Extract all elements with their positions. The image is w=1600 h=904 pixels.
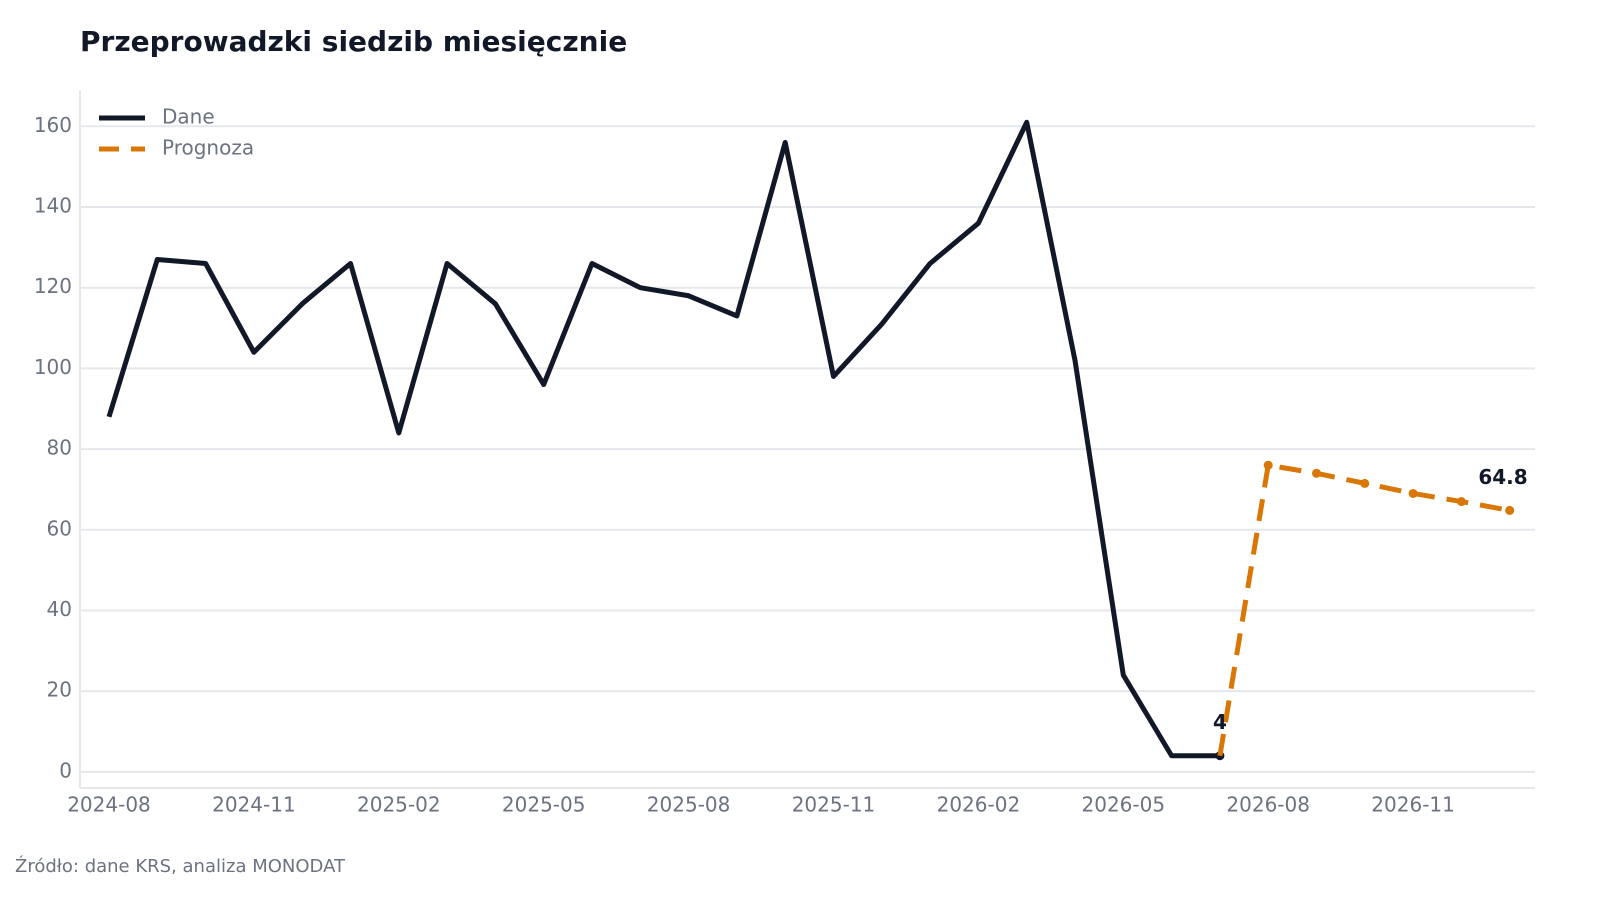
x-tick-label: 2025-05 bbox=[502, 793, 586, 817]
x-tick-label: 2025-08 bbox=[647, 793, 731, 817]
x-tick-label: 2025-02 bbox=[357, 793, 441, 817]
legend-label: Dane bbox=[162, 105, 215, 129]
data-label: 64.8 bbox=[1478, 465, 1527, 489]
x-tick-label: 2024-08 bbox=[67, 793, 151, 817]
point bbox=[1360, 478, 1370, 488]
y-tick-label: 80 bbox=[47, 436, 72, 460]
x-tick-label: 2025-11 bbox=[792, 793, 876, 817]
y-tick-label: 20 bbox=[47, 678, 72, 702]
y-tick-label: 140 bbox=[34, 194, 72, 218]
y-tick-label: 160 bbox=[34, 113, 72, 137]
y-tick-label: 40 bbox=[47, 597, 72, 621]
point bbox=[1505, 505, 1515, 515]
x-tick-label: 2026-08 bbox=[1226, 793, 1310, 817]
series-line bbox=[106, 119, 1220, 759]
chart-title: Przeprowadzki siedzib miesięcznie bbox=[80, 25, 627, 58]
point bbox=[1456, 497, 1466, 507]
point bbox=[1263, 460, 1273, 470]
point bbox=[1408, 488, 1418, 498]
legend-label: Prognoza bbox=[162, 136, 254, 160]
point bbox=[1312, 468, 1321, 478]
x-tick-label: 2026-05 bbox=[1082, 793, 1166, 817]
source-note: Źródło: dane KRS, analiza MONODAT bbox=[15, 855, 346, 877]
x-tick-label: 2026-02 bbox=[937, 793, 1021, 817]
x-tick-label: 2024-11 bbox=[212, 793, 296, 817]
y-tick-label: 120 bbox=[34, 274, 72, 298]
y-tick-label: 0 bbox=[59, 758, 72, 782]
x-tick-label: 2026-11 bbox=[1371, 793, 1455, 817]
y-tick-label: 60 bbox=[47, 516, 72, 540]
y-tick-label: 100 bbox=[34, 355, 72, 379]
data-label: 4 bbox=[1213, 710, 1227, 734]
